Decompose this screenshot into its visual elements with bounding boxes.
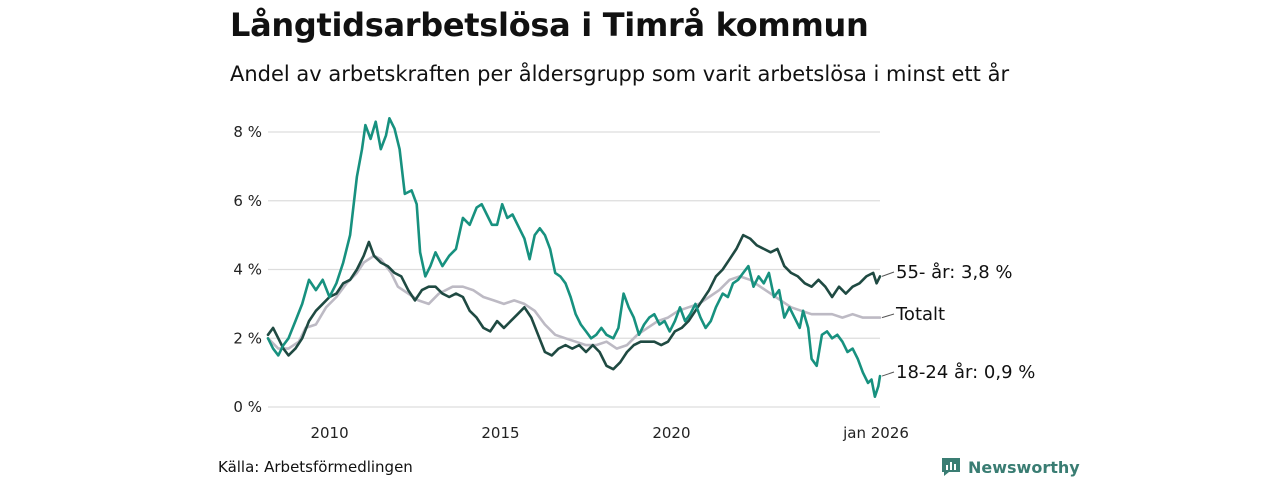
y-tick-label: 8 % bbox=[233, 123, 262, 141]
end-label-55-r: 55- år: 3,8 % bbox=[896, 262, 1012, 283]
series-line-totalt bbox=[266, 254, 882, 350]
y-tick-label: 2 % bbox=[233, 329, 262, 347]
series-line-55-r bbox=[266, 233, 882, 371]
brand-logo[interactable]: Newsworthy bbox=[940, 456, 1080, 478]
x-tick-label: jan 2026 bbox=[842, 424, 909, 442]
y-axis-ticks: 0 % 2 % 4 % 6 % 8 % bbox=[233, 123, 262, 416]
x-tick-label: 2010 bbox=[310, 424, 348, 442]
chart-subtitle: Andel av arbetskraften per åldersgrupp s… bbox=[230, 62, 1010, 86]
end-label-18-24-r: 18-24 år: 0,9 % bbox=[896, 362, 1035, 383]
series-line-18-24-r bbox=[266, 117, 882, 398]
grid-lines bbox=[268, 131, 880, 408]
brand-name: Newsworthy bbox=[968, 457, 1080, 477]
end-label-connector bbox=[881, 313, 895, 319]
x-axis-ticks: 2010 2015 2020 jan 2026 bbox=[310, 424, 908, 442]
series-lines bbox=[266, 117, 882, 398]
series-end-labels: Totalt 55- år: 3,8 % 18-24 år: 0,9 % bbox=[881, 262, 1035, 383]
y-tick-label: 0 % bbox=[233, 398, 262, 416]
x-tick-label: 2015 bbox=[481, 424, 519, 442]
bar-chart-icon bbox=[942, 458, 960, 476]
chart-title: Långtidsarbetslösa i Timrå kommun bbox=[230, 6, 869, 44]
y-tick-label: 6 % bbox=[233, 192, 262, 210]
source-note: Källa: Arbetsförmedlingen bbox=[218, 458, 413, 476]
end-label-connector bbox=[881, 271, 895, 277]
end-label-connector bbox=[881, 371, 895, 377]
end-label-totalt: Totalt bbox=[895, 304, 945, 325]
x-tick-label: 2020 bbox=[652, 424, 690, 442]
y-tick-label: 4 % bbox=[233, 261, 262, 279]
